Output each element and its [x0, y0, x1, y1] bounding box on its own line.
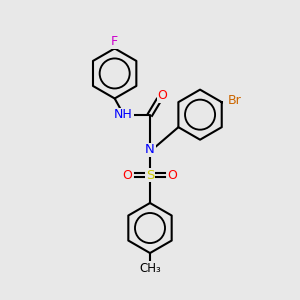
Text: F: F: [111, 35, 118, 48]
Text: O: O: [168, 169, 178, 182]
Text: S: S: [146, 169, 154, 182]
Text: O: O: [122, 169, 132, 182]
Text: N: N: [145, 143, 155, 157]
Text: Br: Br: [228, 94, 242, 107]
Text: NH: NH: [114, 108, 133, 121]
Text: CH₃: CH₃: [139, 262, 161, 275]
Text: O: O: [158, 89, 167, 102]
